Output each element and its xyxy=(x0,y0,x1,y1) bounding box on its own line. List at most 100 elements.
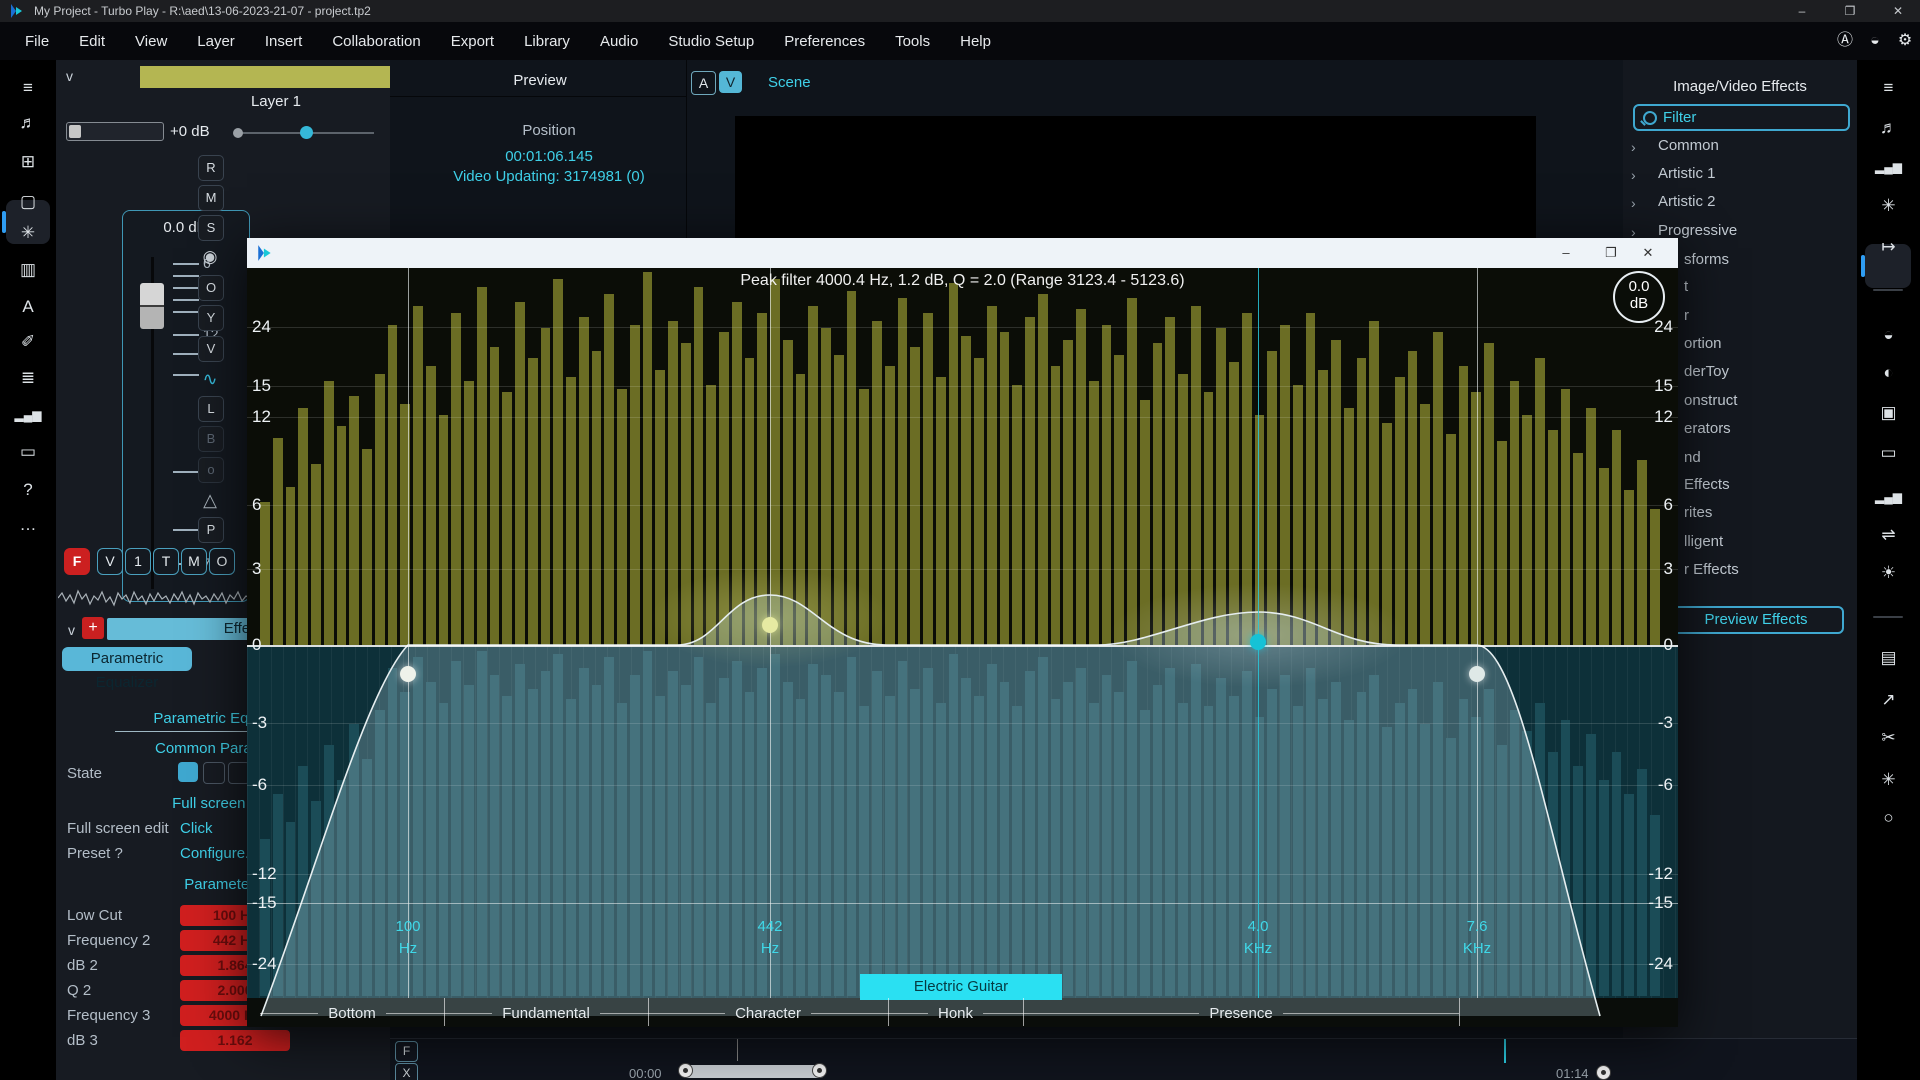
playhead[interactable] xyxy=(1504,1039,1506,1063)
fullscreen-row-value[interactable]: Click xyxy=(180,820,213,837)
meter2-icon[interactable]: ▂▄▆ xyxy=(1875,490,1902,504)
dialog-maximize-button[interactable]: ❐ xyxy=(1605,245,1617,260)
eq-node-4khz[interactable] xyxy=(1250,634,1266,650)
v-mode-button[interactable]: V xyxy=(97,548,123,575)
fx-item-partial[interactable]: nd xyxy=(1684,449,1701,466)
layer-color-bar[interactable] xyxy=(140,66,442,88)
menu-library[interactable]: Library xyxy=(524,32,570,50)
pan-slider-handle[interactable] xyxy=(300,126,313,139)
effects-star-icon[interactable]: ✳ xyxy=(1881,196,1896,215)
menu-help[interactable]: Help xyxy=(960,32,991,50)
effects-chevron-icon[interactable]: v xyxy=(68,622,75,638)
preview-effects-button[interactable]: Preview Effects xyxy=(1668,606,1844,634)
menu-insert[interactable]: Insert xyxy=(264,32,303,50)
v-button[interactable]: V xyxy=(198,336,224,362)
menu-preferences[interactable]: Preferences xyxy=(784,32,866,50)
gain-slider-handle[interactable] xyxy=(69,125,81,138)
circle-icon[interactable]: ○ xyxy=(1883,808,1894,827)
small-o-button[interactable]: o xyxy=(198,457,224,483)
solo-button[interactable]: S xyxy=(198,215,224,241)
fx-item-partial[interactable]: lligent xyxy=(1684,533,1724,550)
fx-item-partial[interactable]: derToy xyxy=(1684,363,1730,380)
menu-collaboration[interactable]: Collaboration xyxy=(332,32,421,50)
menu-export[interactable]: Export xyxy=(450,32,495,50)
tab-audio[interactable]: A xyxy=(691,71,716,95)
library-icon[interactable]: ▥ xyxy=(19,260,37,279)
x-toggle-button[interactable]: X xyxy=(395,1063,418,1080)
fader-track[interactable] xyxy=(151,257,154,589)
wave-icon[interactable]: ∿ xyxy=(202,369,218,389)
export-icon[interactable]: ↦ xyxy=(1881,237,1896,256)
box-icon[interactable]: ▤ xyxy=(1880,648,1897,667)
palette-icon[interactable]: ◒ xyxy=(1870,32,1880,49)
pan-slider-dot[interactable] xyxy=(233,128,243,138)
fx-item-artistic1[interactable]: Artistic 1 xyxy=(1658,165,1716,182)
p-button[interactable]: P xyxy=(198,517,224,543)
maximize-button[interactable]: ❐ xyxy=(1844,4,1856,18)
fader-handle[interactable] xyxy=(140,283,164,329)
add-effect-button[interactable]: + xyxy=(82,617,104,639)
menu-layer[interactable]: Layer xyxy=(197,32,235,50)
dialog-minimize-button[interactable]: – xyxy=(1562,245,1570,260)
spark-icon[interactable]: ✳ xyxy=(1881,770,1896,789)
document-icon[interactable]: ▢ xyxy=(19,192,37,211)
eq-node-7.6khz[interactable] xyxy=(1469,666,1485,682)
eye-icon[interactable]: ◉ xyxy=(202,247,218,266)
param-field-db3[interactable]: 1.162 xyxy=(180,1030,290,1051)
eq-node-442hz[interactable] xyxy=(762,617,778,633)
list-icon[interactable]: ≣ xyxy=(20,368,36,387)
fx-item-partial[interactable]: ortion xyxy=(1684,335,1722,352)
filter-search-input[interactable]: Filter xyxy=(1633,104,1850,131)
pin-icon[interactable]: ✐ xyxy=(20,332,36,351)
menu-edit[interactable]: Edit xyxy=(79,32,106,50)
fx-item-partial[interactable]: t xyxy=(1684,278,1689,295)
menu-view[interactable]: View xyxy=(135,32,168,50)
mute-button[interactable]: M xyxy=(198,185,224,211)
t-mode-button[interactable]: T xyxy=(153,548,179,575)
image-icon[interactable]: ▣ xyxy=(1880,403,1897,422)
grid-icon[interactable]: ⊞ xyxy=(20,152,36,171)
timeline-scrollbar[interactable] xyxy=(678,1063,827,1078)
l-button[interactable]: L xyxy=(198,396,224,422)
preset-badge[interactable]: Electric Guitar xyxy=(860,974,1062,1000)
brightness-icon[interactable]: ☀ xyxy=(1880,563,1897,582)
f-mode-button[interactable]: F xyxy=(64,548,90,575)
fx-item-partial[interactable]: r Effects xyxy=(1684,561,1739,578)
tab-video[interactable]: V xyxy=(719,71,742,93)
music-icon[interactable]: ♬ xyxy=(1880,118,1897,137)
f-toggle-button[interactable]: F xyxy=(395,1041,418,1062)
sliders-icon[interactable]: ⇌ xyxy=(1881,525,1896,544)
fx-item-partial[interactable]: sforms xyxy=(1684,251,1729,268)
effects-icon[interactable]: ✳ xyxy=(20,223,36,242)
minimize-button[interactable]: – xyxy=(1798,4,1806,18)
scroll-handle-left[interactable] xyxy=(678,1063,693,1078)
o-button[interactable]: O xyxy=(198,275,224,301)
eq-node-100hz[interactable] xyxy=(400,666,416,682)
one-mode-button[interactable]: 1 xyxy=(125,548,151,575)
eq-curve[interactable] xyxy=(247,268,1678,1027)
b-button[interactable]: B xyxy=(198,426,224,452)
fx-item-artistic2[interactable]: Artistic 2 xyxy=(1658,193,1716,210)
fx-item-progressive[interactable]: Progressive xyxy=(1658,222,1738,239)
settings-icon[interactable]: ⚙ xyxy=(1897,32,1913,49)
close-button[interactable]: ✕ xyxy=(1892,4,1904,18)
end-handle[interactable] xyxy=(1596,1065,1611,1080)
fx-item-partial[interactable]: r xyxy=(1684,307,1689,324)
collapse-chevron-icon[interactable]: v xyxy=(66,68,73,84)
menu-studio-setup[interactable]: Studio Setup xyxy=(668,32,755,50)
fx-item-common[interactable]: Common xyxy=(1658,137,1719,154)
menu-icon[interactable]: ≡ xyxy=(23,78,33,97)
palette-icon[interactable]: ◒ xyxy=(1883,325,1894,344)
dialog-titlebar[interactable]: – ❐ ✕ xyxy=(247,238,1678,268)
fx-item-partial[interactable]: rites xyxy=(1684,504,1713,521)
cut-icon[interactable]: ✂ xyxy=(1881,728,1896,747)
tab-scene[interactable]: Scene xyxy=(768,74,811,91)
fx-item-partial[interactable]: erators xyxy=(1684,420,1731,437)
eq-plot[interactable]: 24 15 12 6 3 0 -3 -6 -12 -15 -24 24 15 1… xyxy=(247,268,1678,1027)
triangle-icon[interactable]: △ xyxy=(203,490,217,510)
y-button[interactable]: Y xyxy=(198,305,224,331)
scroll-handle-right[interactable] xyxy=(812,1063,827,1078)
gain-knob[interactable]: 0.0 dB xyxy=(1613,271,1665,323)
meter-icon[interactable]: ▂▄▆ xyxy=(1875,160,1902,174)
display-icon[interactable]: ▭ xyxy=(1880,443,1897,462)
